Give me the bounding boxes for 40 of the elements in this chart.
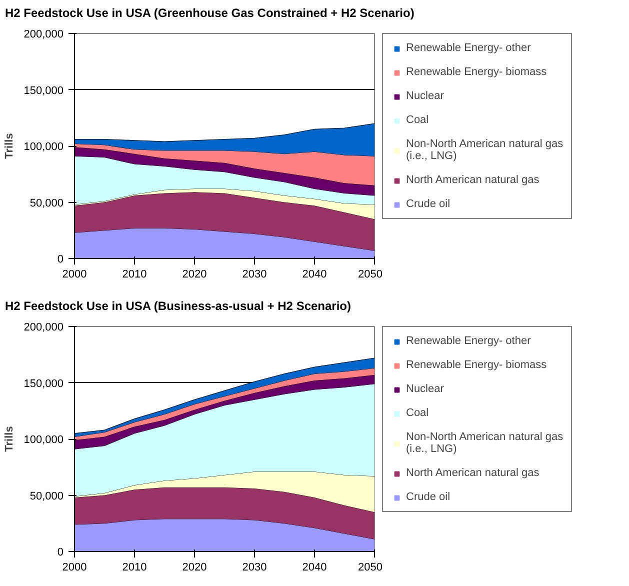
y-tick-label: 50,000 bbox=[30, 490, 64, 502]
legend-label: Renewable Energy- biomass bbox=[406, 66, 547, 78]
y-axis-title: Trills bbox=[4, 133, 16, 159]
legend-label: Coal bbox=[406, 114, 429, 126]
x-tick-label: 2000 bbox=[62, 268, 87, 280]
x-tick-label: 2050 bbox=[358, 268, 383, 280]
y-tick-label: 100,000 bbox=[24, 434, 64, 446]
chart-title: H2 Feedstock Use in USA (Business-as-usual + H2 Scenario) bbox=[5, 298, 352, 315]
y-tick-label: 50,000 bbox=[30, 197, 64, 210]
y-tick-label: 200,000 bbox=[24, 28, 64, 40]
legend-label: Renewable Energy- other bbox=[406, 335, 531, 347]
chart-title: H2 Feedstock Use in USA (Greenhouse Gas Constrained + H2 Scenario) bbox=[5, 5, 414, 22]
y-tick-label: 200,000 bbox=[24, 322, 64, 334]
y-tick-label: 0 bbox=[57, 254, 64, 266]
legend-label: Crude oil bbox=[406, 491, 450, 503]
y-tick-label: 150,000 bbox=[24, 84, 64, 97]
y-tick-label: 150,000 bbox=[24, 378, 64, 390]
y-tick-label: 0 bbox=[57, 546, 64, 558]
x-tick-label: 2030 bbox=[242, 268, 267, 280]
x-tick-label: 2010 bbox=[122, 268, 147, 280]
legend-label: Non-North American natural gas (i.e., LNG) bbox=[406, 431, 564, 455]
legend-label: Renewable Energy- biomass bbox=[406, 359, 547, 371]
legend-label: North American natural gas bbox=[406, 467, 540, 479]
y-axis-title: Trills bbox=[4, 426, 16, 452]
legend-label: Nuclear bbox=[406, 383, 444, 395]
legend-label: Coal bbox=[406, 407, 429, 419]
x-tick-label: 2010 bbox=[122, 562, 147, 574]
legend-label: Nuclear bbox=[406, 90, 444, 102]
x-tick-label: 2000 bbox=[62, 562, 87, 574]
legend-label: Crude oil bbox=[406, 198, 450, 210]
legend-label: Renewable Energy- other bbox=[406, 42, 531, 54]
x-tick-label: 2020 bbox=[182, 268, 207, 280]
x-tick-label: 2030 bbox=[242, 562, 267, 574]
x-tick-label: 2050 bbox=[358, 562, 383, 574]
y-tick-label: 100,000 bbox=[24, 141, 64, 153]
x-tick-label: 2040 bbox=[302, 268, 327, 280]
legend-label: North American natural gas bbox=[406, 174, 540, 186]
legend-label: Non-North American natural gas (i.e., LNG) bbox=[406, 138, 564, 162]
x-tick-label: 2020 bbox=[182, 562, 207, 574]
x-tick-label: 2040 bbox=[302, 562, 327, 574]
